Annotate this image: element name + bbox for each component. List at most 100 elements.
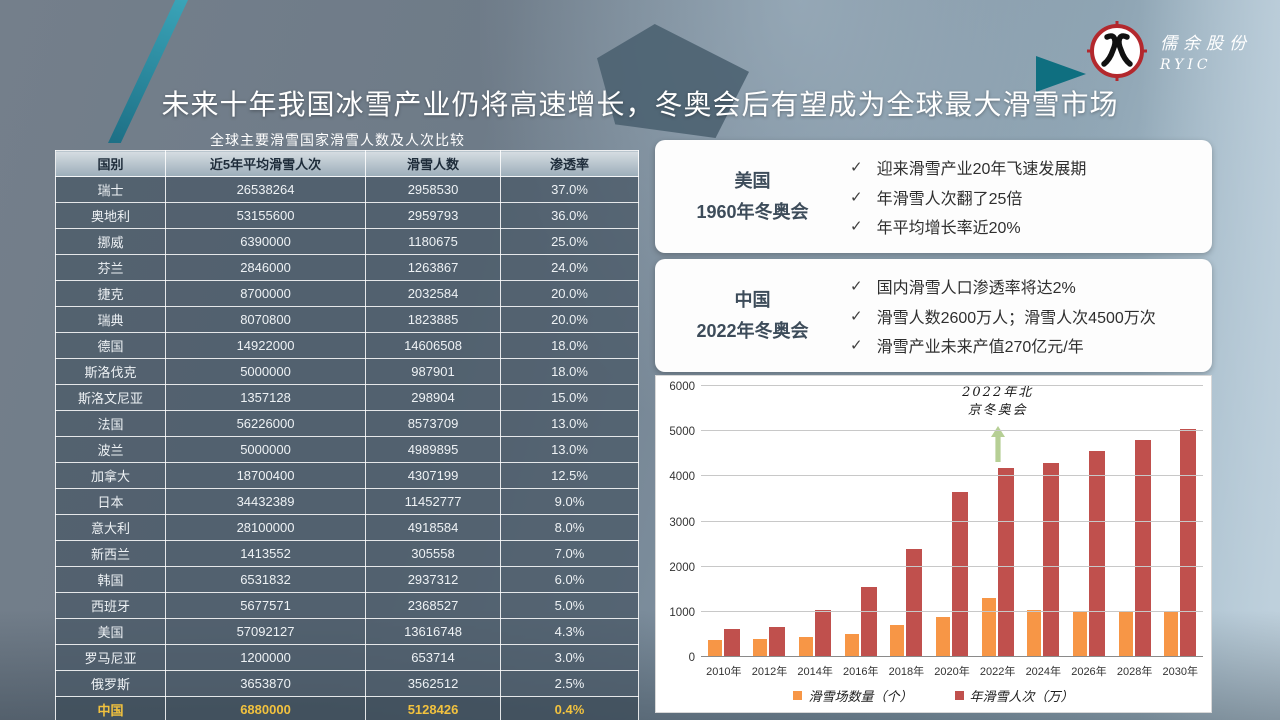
table-cell: 6531832	[165, 566, 366, 593]
table-cell: 捷克	[55, 280, 166, 307]
usa-olympics-bullets: ✓ 迎来滑雪产业20年飞速发展期 ✓ 年滑雪人次翻了25倍 ✓ 年平均增长率近20%	[850, 140, 1212, 253]
table-row: 韩国 6531832 2937312 6.0%	[55, 566, 639, 593]
chart-x-axis: 2010年 2012年 2014年 2016年 2018年 2020年 2022年 2024年…	[701, 663, 1203, 679]
table-cell: 德国	[55, 332, 166, 359]
gridline	[701, 520, 1203, 522]
company-logo-icon	[1087, 21, 1147, 81]
table-header-cell: 渗透率	[500, 150, 639, 177]
table-cell: 3.0%	[500, 644, 639, 671]
table-cell: 罗马尼亚	[55, 644, 166, 671]
table-cell: 56226000	[165, 410, 366, 437]
info-label-country: 美国	[734, 170, 771, 191]
table-cell: 13.0%	[500, 410, 639, 437]
table-cell: 1413552	[165, 540, 366, 567]
table-cell: 2959793	[365, 202, 501, 229]
table-cell: 1263867	[365, 254, 501, 281]
table-cell: 1823885	[365, 306, 501, 333]
table-cell: 2.5%	[500, 670, 639, 697]
table-cell: 6.0%	[500, 566, 639, 593]
table-title: 全球主要滑雪国家滑雪人数及人次比较	[210, 132, 465, 148]
table-cell: 15.0%	[500, 384, 639, 411]
table-cell: 2958530	[365, 176, 501, 203]
bar	[707, 639, 722, 657]
table-cell: 6390000	[165, 228, 366, 255]
table-cell: 瑞典	[55, 306, 166, 333]
x-tick-label: 2012年	[751, 666, 788, 678]
table-cell: 0.4%	[500, 696, 639, 720]
x-tick-label: 2030年	[1162, 666, 1198, 678]
table-cell: 西班牙	[55, 592, 166, 619]
table-cell: 4.3%	[500, 618, 639, 645]
legend-label: 年滑雪人次（万）	[969, 690, 1074, 705]
bar	[799, 637, 814, 657]
bar-group	[929, 386, 975, 657]
bar	[1043, 462, 1060, 657]
legend-swatch-icon	[793, 691, 803, 700]
table-cell: 波兰	[55, 436, 166, 463]
bar-group	[884, 386, 930, 657]
table-row: 加拿大 18700400 4307199 12.5%	[55, 462, 639, 489]
legend-item: 年滑雪人次（万）	[954, 686, 1074, 705]
table-row: 斯洛伐克 5000000 987901 18.0%	[55, 358, 639, 385]
bar	[815, 610, 832, 657]
table-row: 奥地利 53155600 2959793 36.0%	[55, 202, 639, 229]
x-tick-label: 2016年	[843, 666, 879, 678]
bullet-text: 国内滑雪人口渗透率将达2%	[876, 280, 1076, 298]
ski-countries-table: 国别 近5年平均滑雪人次 滑雪人数 渗透率 瑞士 26538264 2958530 37.0…	[55, 150, 639, 720]
table-header-cell: 国别	[55, 150, 166, 177]
china-olympics-bullets: ✓ 国内滑雪人口渗透率将达2% ✓ 滑雪人数2600万人；滑雪人次4500万次 ✓ 滑雪产…	[850, 259, 1212, 372]
bar	[723, 629, 740, 657]
table-cell: 瑞士	[55, 176, 166, 203]
table-cell: 5000000	[165, 436, 366, 463]
info-label-event: 2022年冬奥会	[696, 320, 809, 341]
table-cell: 36.0%	[500, 202, 639, 229]
chart-plot-area: 2022年北 京冬奥会 0 1000 2000 3000 4000 5000 6000	[669, 381, 1203, 664]
table-cell: 8.0%	[500, 514, 639, 541]
bar	[890, 625, 905, 657]
gridline	[701, 610, 1203, 612]
check-icon: ✓	[850, 159, 863, 177]
x-tick-label: 2022年	[979, 666, 1016, 678]
x-tick-label: 2014年	[797, 666, 833, 678]
bar	[1088, 450, 1105, 657]
table-cell: 20.0%	[500, 280, 639, 307]
bullet-item: ✓ 滑雪人数2600万人；滑雪人次4500万次	[850, 304, 1198, 328]
table-cell: 法国	[55, 410, 166, 437]
x-tick-label: 2020年	[934, 666, 970, 678]
table-cell: 中国	[55, 696, 166, 720]
page-title: 未来十年我国冰雪产业仍将高速增长，冬奥会后有望成为全球最大滑雪市场	[161, 89, 1119, 120]
bar	[844, 633, 859, 657]
bullet-text: 滑雪产业未来产值270亿元/年	[876, 338, 1084, 356]
table-cell: 斯洛伐克	[55, 358, 166, 385]
x-tick-label: 2018年	[888, 666, 925, 678]
table-cell: 11452777	[365, 488, 501, 515]
table-row: 罗马尼亚 1200000 653714 3.0%	[55, 644, 639, 671]
company-abbr: RYIC	[1160, 57, 1212, 73]
table-header: 国别 近5年平均滑雪人次 滑雪人数 渗透率	[55, 150, 639, 177]
table-cell: 3653870	[165, 670, 366, 697]
bar-group	[747, 386, 793, 657]
bar	[936, 616, 951, 657]
x-tick-label: 2026年	[1071, 666, 1107, 678]
table-cell: 8573709	[365, 410, 501, 437]
table-cell: 4918584	[365, 514, 501, 541]
bullet-text: 迎来滑雪产业20年飞速发展期	[876, 161, 1087, 179]
table-row: 瑞士 26538264 2958530 37.0%	[55, 176, 639, 203]
ski-forecast-chart: 2022年北 京冬奥会 0 1000 2000 3000 4000 5000 6000 20…	[655, 375, 1212, 713]
bar	[952, 492, 969, 657]
bullet-item: ✓ 迎来滑雪产业20年飞速发展期	[850, 155, 1198, 179]
chart-legend: 滑雪场数量（个） 年滑雪人次（万）	[656, 686, 1211, 705]
bar	[1134, 440, 1151, 657]
check-icon: ✓	[850, 278, 863, 296]
table-cell: 987901	[365, 358, 501, 385]
bar	[769, 627, 786, 657]
y-tick-label: 6000	[669, 381, 695, 393]
table-cell: 5128426	[365, 696, 501, 720]
bar-group	[792, 386, 838, 657]
table-row: 西班牙 5677571 2368527 5.0%	[55, 592, 639, 619]
check-icon: ✓	[850, 307, 863, 325]
x-axis-line	[701, 656, 1203, 657]
bar	[1164, 611, 1179, 657]
table-cell: 8070800	[165, 306, 366, 333]
